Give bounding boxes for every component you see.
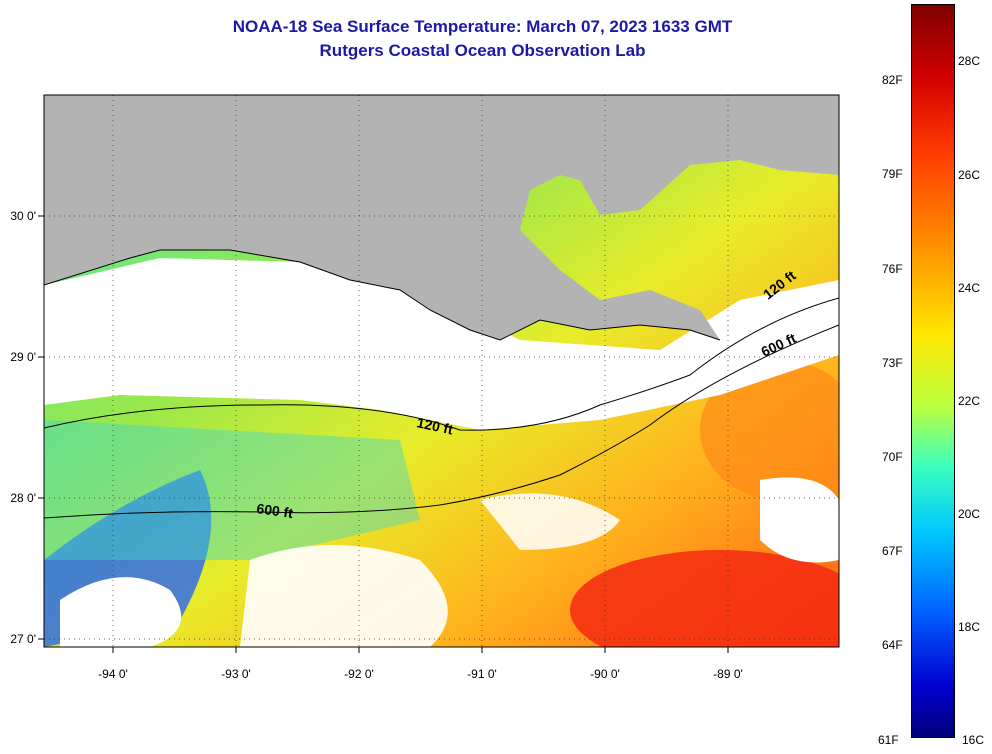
warm-core-region: [570, 550, 839, 647]
lon-label: -91 0': [467, 667, 497, 681]
isobath-120ft: [44, 297, 839, 431]
lon-label: -93 0': [221, 667, 251, 681]
colorbar-c-label: 24C: [958, 281, 981, 295]
temperature-colorbar: [911, 4, 955, 738]
lat-label: 27 0': [10, 632, 36, 646]
map-title: NOAA-18 Sea Surface Temperature: March 0…: [232, 17, 733, 36]
colorbar-f-label: 70F: [882, 450, 903, 464]
cloud-cover-south: [240, 545, 448, 647]
lon-label: -92 0': [344, 667, 374, 681]
colorbar-f-label: 67F: [882, 544, 903, 558]
colorbar-c-label: 20C: [958, 507, 981, 521]
colorbar-c-label: 18C: [958, 620, 981, 634]
colorbar-c-label: 16C: [962, 733, 985, 747]
colorbar-f-label: 61F: [878, 733, 899, 747]
colorbar-f-label: 79F: [882, 167, 903, 181]
colorbar-c-label: 22C: [958, 394, 981, 408]
lat-label: 30 0': [10, 209, 36, 223]
isobath-label: 120 ft: [415, 414, 454, 437]
lat-label: 29 0': [10, 350, 36, 364]
graticule: [44, 95, 839, 647]
colorbar-c-label: 26C: [958, 168, 981, 182]
colorbar-c-label: 28C: [958, 54, 981, 68]
colorbar-f-label: 76F: [882, 262, 903, 276]
isobath-600ft: [44, 324, 839, 519]
cool-shelf-region: [44, 420, 420, 560]
lon-label: -89 0': [713, 667, 743, 681]
cloud-cover-mid: [480, 493, 620, 550]
colorbar-f-label: 82F: [882, 73, 903, 87]
warm-east-region: [700, 360, 839, 500]
cloud-cover-east: [760, 477, 839, 563]
axis-ticks: [38, 215, 729, 653]
cloud-cover-nearshore: [44, 258, 839, 430]
lon-label: -94 0': [98, 667, 128, 681]
map-frame: [43, 94, 840, 648]
sst-map: 120 ft 600 ft 120 ft 600 ft 30 0' 29 0' …: [10, 94, 840, 681]
land-mass: [44, 95, 839, 340]
colorbar-f-label: 73F: [882, 356, 903, 370]
lat-label: 28 0': [10, 491, 36, 505]
cloud-cover-west: [60, 577, 182, 647]
colorbar-f-label: 64F: [882, 638, 903, 652]
map-subtitle: Rutgers Coastal Ocean Observation Lab: [319, 41, 646, 60]
coastline: [44, 249, 721, 341]
lon-label: -90 0': [590, 667, 620, 681]
isobath-label: 600 ft: [256, 500, 295, 521]
